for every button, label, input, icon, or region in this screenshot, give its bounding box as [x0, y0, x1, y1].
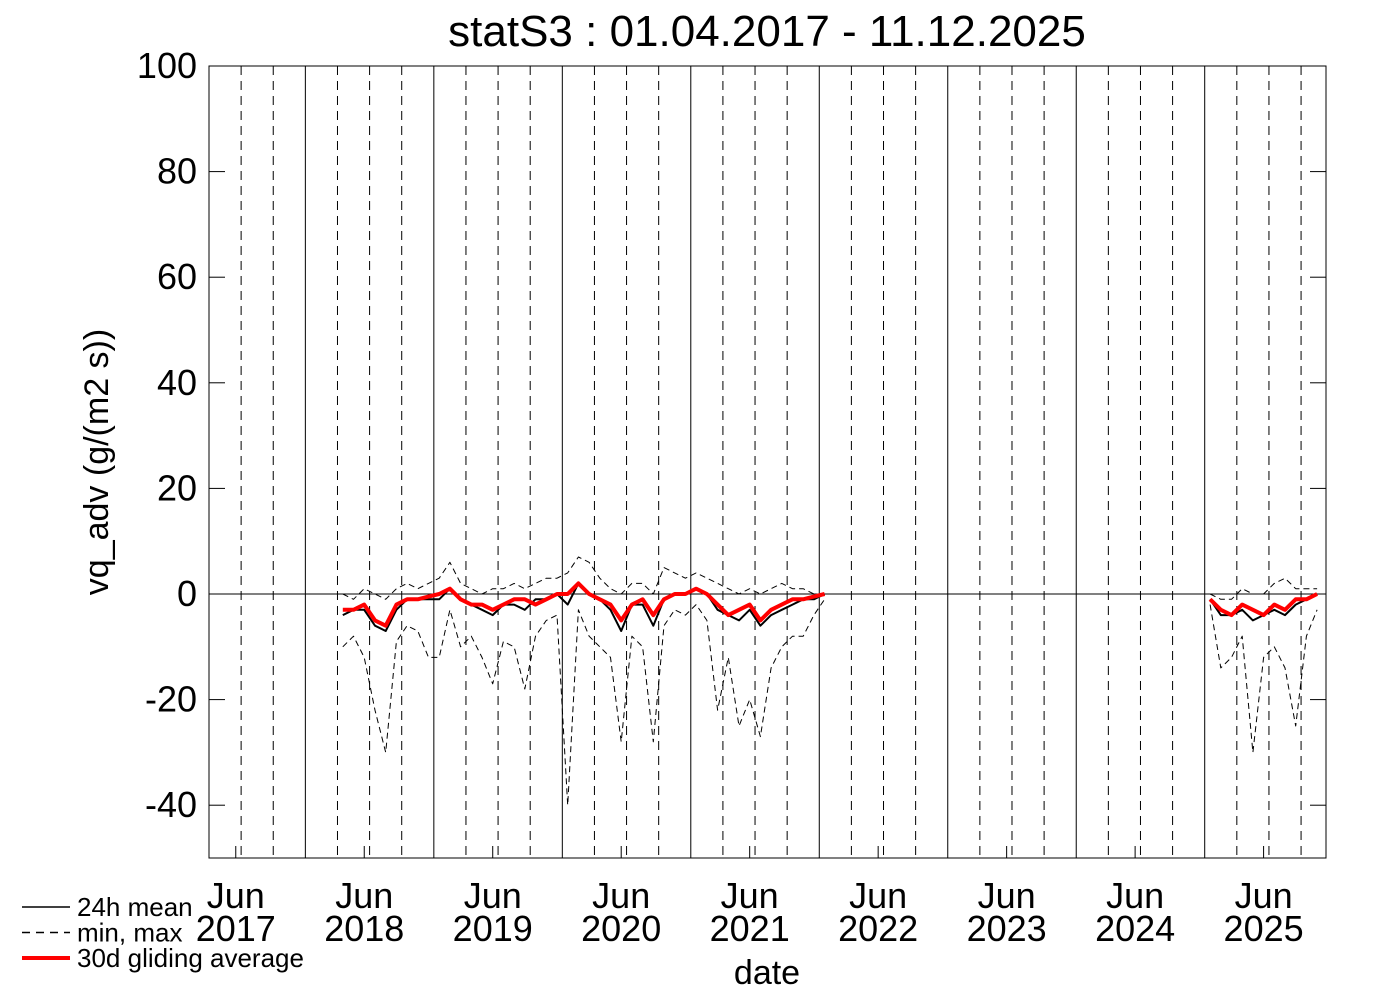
legend-label: 30d gliding average: [77, 943, 304, 973]
y-tick-label: 20: [157, 467, 197, 508]
legend-label: min, max: [77, 918, 182, 948]
x-tick-label: Jun 2018: [324, 875, 404, 949]
y-tick-label: 40: [157, 362, 197, 403]
series-line: [342, 599, 1318, 806]
x-tick-label: Jun 2025: [1224, 875, 1304, 949]
y-tick-label: 100: [137, 45, 197, 86]
y-axis-title: vq_adv (g/(m2 s)): [78, 329, 116, 595]
x-tick-label: Jun 2020: [581, 875, 661, 949]
y-tick-label: -20: [145, 679, 197, 720]
x-tick-label: Jun 2023: [967, 875, 1047, 949]
x-tick-label: Jun 2019: [453, 875, 533, 949]
x-tick-label: Jun 2017: [196, 875, 276, 949]
series-line: [342, 556, 1318, 600]
x-tick-label: Jun 2024: [1095, 875, 1175, 949]
y-tick-label: -40: [145, 784, 197, 825]
chart-title: statS3 : 01.04.2017 - 11.12.2025: [448, 7, 1086, 56]
y-tick-label: 0: [177, 573, 197, 614]
x-tick-label: Jun 2021: [710, 875, 790, 949]
x-axis-title: date: [734, 954, 800, 992]
x-tick-label: Jun 2022: [838, 875, 918, 949]
plot-frame: [208, 65, 1327, 859]
y-tick-label: 80: [157, 151, 197, 192]
y-tick-label: 60: [157, 256, 197, 297]
series-line: [342, 581, 1318, 628]
legend-label: 24h mean: [77, 892, 193, 922]
